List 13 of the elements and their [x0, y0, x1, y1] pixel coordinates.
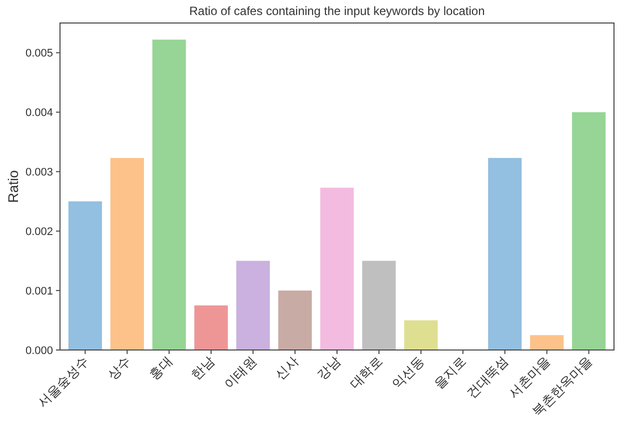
x-tick-label: 강남 [314, 354, 344, 383]
x-tick-label: 상수 [104, 354, 134, 383]
y-tick-label: 0.001 [25, 286, 53, 298]
y-tick-label: 0.003 [25, 166, 53, 179]
chart-title: Ratio of cafes containing the input keywords by location [189, 4, 485, 18]
y-axis-title: Ratio [5, 170, 21, 203]
y-tick-label: 0.004 [25, 107, 53, 120]
y-tick-label: 0.005 [25, 48, 53, 60]
y-tick-label: 0.000 [25, 345, 53, 357]
x-tick-label: 한남 [188, 354, 218, 383]
x-tick-label: 홍대 [146, 354, 176, 383]
y-tick-label: 0.002 [25, 226, 53, 238]
x-tick-label: 신사 [272, 354, 302, 383]
